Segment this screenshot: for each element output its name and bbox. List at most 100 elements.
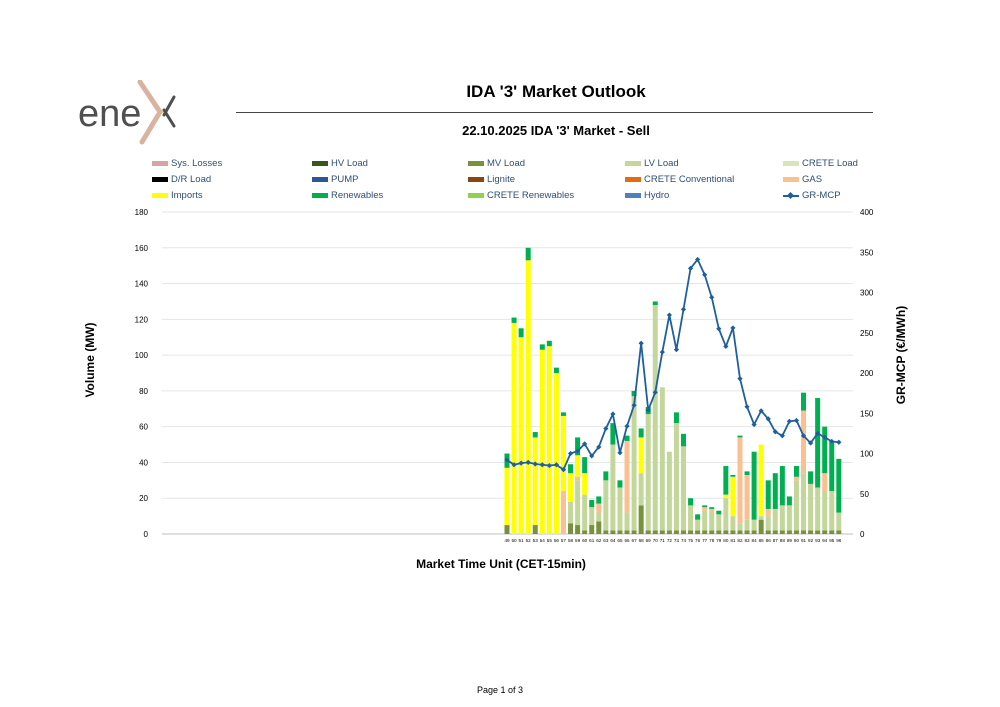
bar-segment [730, 530, 736, 534]
bar-segment [836, 530, 842, 534]
bar-segment [610, 423, 616, 445]
x-tick-label: 92 [808, 538, 814, 543]
y2-tick-label: 50 [860, 490, 869, 499]
bar-segment [801, 473, 807, 531]
y2-tick-label: 100 [860, 450, 874, 459]
bar-segment [829, 440, 835, 492]
x-tick-label: 77 [702, 538, 708, 543]
bar-segment [779, 505, 785, 531]
bar-segment [560, 412, 566, 416]
mcp-marker [687, 265, 694, 271]
y-tick-label: 160 [135, 244, 149, 253]
legend-swatch [152, 176, 168, 182]
x-tick-label: 51 [519, 538, 525, 543]
mcp-marker [765, 416, 771, 422]
x-tick-label: 55 [547, 538, 553, 543]
bar-segment [532, 525, 538, 534]
legend-label: CRETE Load [802, 157, 858, 169]
legend-label: PUMP [331, 173, 359, 185]
x-tick-label: 83 [744, 538, 750, 543]
bar-segment [575, 476, 581, 481]
legend-item: CRETE Load [783, 156, 858, 170]
mcp-marker [589, 453, 595, 459]
bar-segment [702, 530, 708, 534]
bar-segment [532, 437, 538, 526]
mcp-marker [631, 402, 637, 408]
mcp-marker [567, 450, 574, 457]
y-tick-label: 0 [144, 530, 149, 539]
x-tick-label: 94 [822, 538, 828, 543]
bar-segment [765, 508, 771, 517]
y2-tick-label: 350 [860, 248, 874, 257]
x-tick-label: 81 [730, 538, 736, 543]
mcp-marker [617, 450, 623, 456]
x-tick-label: 74 [681, 538, 687, 543]
x-tick-label: 75 [688, 538, 694, 543]
bar-segment [638, 428, 644, 438]
x-tick-label: 65 [617, 538, 623, 543]
bar-segment [836, 512, 842, 531]
x-tick-label: 60 [582, 538, 588, 543]
y-tick-label: 180 [135, 208, 149, 217]
legend-label: Lignite [487, 173, 515, 185]
x-tick-label: 84 [752, 538, 758, 543]
bar-segment [716, 510, 722, 515]
bar-segment [575, 525, 581, 534]
bar-segment [610, 444, 616, 531]
mcp-marker [744, 404, 750, 410]
x-tick-label: 71 [660, 538, 666, 543]
bar-segment [603, 471, 609, 481]
mcp-marker [779, 433, 785, 439]
legend-item: LV Load [625, 156, 679, 170]
bar-segment [822, 530, 828, 534]
bar-segment [751, 519, 757, 531]
y-tick-label: 120 [135, 315, 149, 324]
bar-segment [801, 392, 807, 411]
bar-segment [617, 530, 623, 534]
legend-label: MV Load [487, 157, 526, 169]
bar-segment [737, 435, 743, 438]
bar-segment [673, 423, 679, 531]
chart-title: 22.10.2025 IDA '3' Market - Sell [462, 123, 650, 138]
legend-label: GAS [802, 173, 823, 185]
mcp-marker [504, 457, 510, 463]
bar-segment [525, 247, 531, 261]
y2-tick-label: 0 [860, 530, 865, 539]
y2-axis-label: GR-MCP (€/MWh) [894, 305, 908, 405]
legend-label: Sys. Losses [171, 157, 223, 169]
enex-logo: ene [78, 80, 176, 145]
bar-segment [681, 433, 686, 447]
legend-swatch [312, 160, 328, 166]
y-tick-label: 40 [139, 458, 148, 467]
x-tick-label: 73 [674, 538, 680, 543]
y-tick-label: 100 [135, 351, 149, 360]
bar-segment [589, 500, 595, 508]
title-divider [236, 112, 873, 113]
mcp-marker [539, 462, 545, 468]
mcp-marker [822, 434, 828, 440]
mcp-marker [532, 461, 538, 467]
bar-segment [751, 530, 757, 534]
bar-segment [786, 505, 792, 531]
bar-segment [822, 473, 828, 492]
legend-item: GR-MCP [783, 188, 841, 202]
mcp-marker [624, 423, 630, 429]
bar-segment [702, 510, 708, 531]
legend-label: Renewables [331, 189, 384, 201]
bar-segment [808, 483, 814, 531]
bar-segment [631, 530, 637, 534]
bar-segment [815, 487, 821, 531]
legend-label: Hydro [644, 189, 670, 201]
bar-segment [829, 530, 835, 534]
bar-segment [786, 530, 792, 534]
mcp-marker [666, 312, 672, 318]
mcp-marker [695, 256, 701, 263]
legend-item: Hydro [625, 188, 669, 202]
legend-item: MV Load [468, 156, 525, 170]
x-tick-label: 59 [575, 538, 581, 543]
mcp-marker [673, 347, 680, 353]
legend-item: Imports [152, 188, 203, 202]
x-tick-label: 76 [695, 538, 701, 543]
bar-segment [751, 451, 757, 520]
